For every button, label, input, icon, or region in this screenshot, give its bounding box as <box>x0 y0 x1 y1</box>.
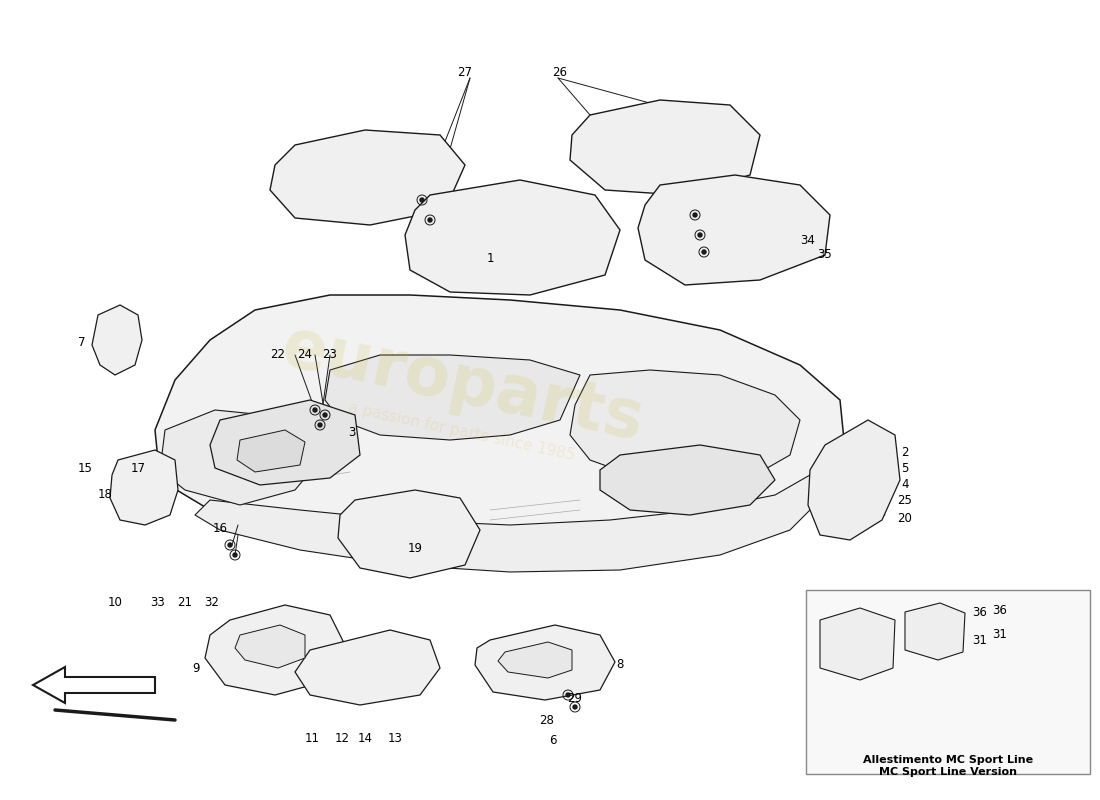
Polygon shape <box>820 608 895 680</box>
Polygon shape <box>205 605 345 695</box>
Polygon shape <box>405 180 620 295</box>
Text: 27: 27 <box>458 66 473 78</box>
Text: 36: 36 <box>972 606 988 618</box>
Text: 1: 1 <box>486 251 494 265</box>
Text: 32: 32 <box>205 595 219 609</box>
Polygon shape <box>92 305 142 375</box>
Text: 9: 9 <box>192 662 200 674</box>
Text: 5: 5 <box>901 462 909 474</box>
Text: 21: 21 <box>177 595 192 609</box>
Text: a passion for parts since 1985: a passion for parts since 1985 <box>348 401 576 463</box>
Text: 23: 23 <box>322 349 338 362</box>
Text: 14: 14 <box>358 731 373 745</box>
Polygon shape <box>905 603 965 660</box>
Text: 11: 11 <box>305 731 319 745</box>
Polygon shape <box>33 667 155 703</box>
Circle shape <box>323 413 327 417</box>
Text: 12: 12 <box>334 731 350 745</box>
Polygon shape <box>210 400 360 485</box>
Circle shape <box>702 250 706 254</box>
Polygon shape <box>110 450 178 525</box>
Text: 2: 2 <box>901 446 909 458</box>
Circle shape <box>318 423 322 427</box>
Circle shape <box>233 553 236 557</box>
Text: 36: 36 <box>992 603 1008 617</box>
Text: 22: 22 <box>271 349 286 362</box>
Circle shape <box>693 213 697 217</box>
Circle shape <box>698 233 702 237</box>
Circle shape <box>314 408 317 412</box>
Polygon shape <box>600 445 775 515</box>
Text: 35: 35 <box>817 249 833 262</box>
Text: 16: 16 <box>212 522 228 534</box>
Text: 26: 26 <box>552 66 568 78</box>
Polygon shape <box>195 475 820 572</box>
Circle shape <box>573 705 578 709</box>
Text: 24: 24 <box>297 349 312 362</box>
Polygon shape <box>155 295 845 570</box>
Circle shape <box>428 218 432 222</box>
Text: 31: 31 <box>972 634 988 646</box>
Polygon shape <box>475 625 615 700</box>
Text: 28: 28 <box>540 714 554 726</box>
Circle shape <box>228 543 232 547</box>
Text: 18: 18 <box>98 489 112 502</box>
Text: 6: 6 <box>549 734 557 746</box>
Text: 7: 7 <box>78 335 86 349</box>
Text: 3: 3 <box>349 426 355 438</box>
Polygon shape <box>235 625 305 668</box>
Text: 4: 4 <box>901 478 909 491</box>
Circle shape <box>420 198 424 202</box>
Text: europarts: europarts <box>275 314 649 454</box>
Polygon shape <box>498 642 572 678</box>
Polygon shape <box>236 430 305 472</box>
Text: 31: 31 <box>992 629 1008 642</box>
Polygon shape <box>570 370 800 485</box>
Polygon shape <box>338 490 480 578</box>
Text: 34: 34 <box>801 234 815 246</box>
Text: 33: 33 <box>151 595 165 609</box>
Text: 8: 8 <box>616 658 624 671</box>
Text: 15: 15 <box>78 462 92 474</box>
Text: 19: 19 <box>407 542 422 554</box>
Polygon shape <box>324 355 580 440</box>
Polygon shape <box>270 130 465 225</box>
Text: 17: 17 <box>131 462 145 474</box>
Polygon shape <box>638 175 830 285</box>
Text: 29: 29 <box>568 691 583 705</box>
Polygon shape <box>570 100 760 195</box>
Text: 13: 13 <box>387 731 403 745</box>
FancyBboxPatch shape <box>806 590 1090 774</box>
Text: 25: 25 <box>898 494 912 506</box>
Polygon shape <box>160 410 320 505</box>
Text: 10: 10 <box>108 595 122 609</box>
Text: 20: 20 <box>898 511 912 525</box>
Text: Allestimento MC Sport Line
MC Sport Line Version: Allestimento MC Sport Line MC Sport Line… <box>862 755 1033 777</box>
Polygon shape <box>808 420 900 540</box>
Polygon shape <box>295 630 440 705</box>
Circle shape <box>566 693 570 697</box>
